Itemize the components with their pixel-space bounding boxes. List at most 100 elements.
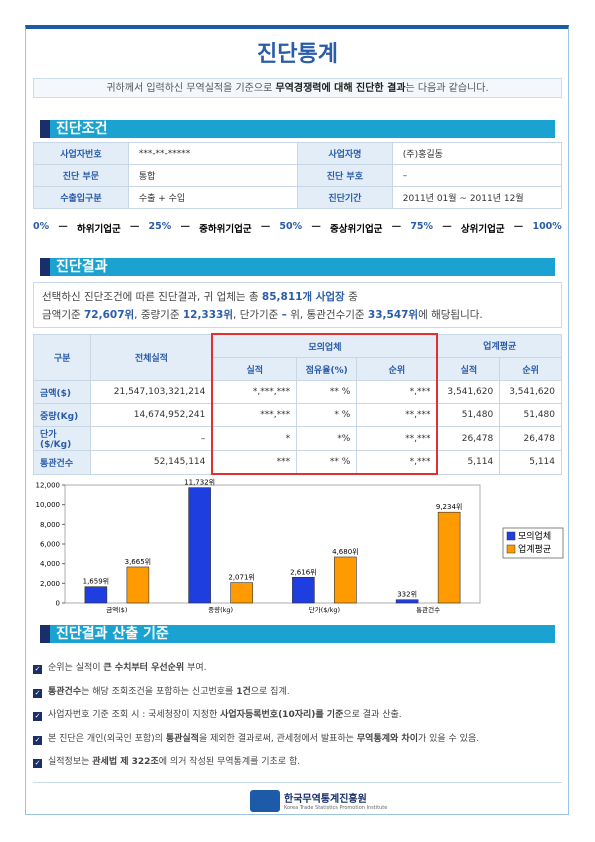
cell: **,*** (356, 403, 439, 427)
dash: — (311, 221, 321, 232)
cell: ** % (296, 450, 358, 475)
x-tick-label: 중량(kg) (208, 606, 233, 614)
text-segment: 는 해당 조회조건을 포함하는 신고번호를 (81, 686, 237, 697)
bar (437, 511, 461, 604)
cell: ***,*** (211, 403, 298, 427)
cell: 26,478 (436, 426, 501, 451)
row-label: 금액($) (32, 380, 92, 404)
header-cell: 순위 (356, 357, 439, 381)
value-label: 4,680위 (332, 548, 358, 556)
check-icon: ✓ (33, 759, 42, 768)
bar (334, 556, 357, 604)
scale-percent: 75% (410, 221, 434, 232)
text-segment: 큰 수치부터 우선순위 (103, 663, 185, 673)
section-heading: 진단결과 (40, 258, 555, 276)
summary-line: 선택하신 진단조건에 따른 진단결과, 귀 업체는 총 85,811개 사업장 … (42, 288, 553, 306)
cell: 5,114 (499, 450, 562, 475)
y-tick-label: 6,000 (40, 541, 60, 549)
value-label: 3,665위 (125, 558, 151, 566)
text-segment: 관세법 제 322조 (92, 757, 159, 767)
header-cell: 실적 (436, 357, 501, 381)
row: 진단 부문 통합 진단 부호 – (33, 164, 563, 187)
text-segment: 무역경쟁력에 대해 진단한 결과 (275, 83, 406, 94)
footer-org: 한국무역통계진흥원 (284, 794, 367, 805)
section-heading: 진단조건 (40, 120, 555, 138)
scale-percent: 0% (33, 221, 50, 232)
label-cell: 진단 부호 (296, 164, 393, 187)
cell: – (391, 164, 563, 187)
frame (25, 25, 569, 815)
text-segment: 순위는 실적이 (48, 663, 104, 673)
label-cell: 수출입구분 (33, 186, 129, 209)
bar (292, 576, 315, 604)
cell: *,***,*** (211, 380, 298, 404)
dash: — (58, 221, 68, 232)
criteria-item: ✓ 실적정보는 관세법 제 322조에 의거 작성된 무역통계를 기초로 함. (33, 754, 562, 778)
text-segment: 에 의거 작성된 무역통계를 기초로 함. (158, 757, 301, 767)
scale-percent: 100% (532, 221, 562, 232)
cell: 52,145,114 (90, 450, 213, 475)
value-label: 9,234위 (436, 503, 462, 511)
cell: 14,674,952,241 (90, 403, 213, 427)
text-segment: 사업자등록번호(10자리)를 기준 (220, 710, 344, 720)
cell: **,*** (356, 426, 439, 451)
cell: 51,480 (436, 403, 501, 427)
text-segment: – (281, 309, 287, 321)
text-segment: 에 해당됩니다. (418, 309, 483, 321)
value-label: 11,732위 (184, 479, 215, 487)
conditions-table: 사업자번호 ***-**-***** 사업자명 (주)홍길동 진단 부문 통합 진단 부호 –… (33, 142, 563, 209)
x-tick-label: 금액($) (106, 606, 127, 614)
text-segment: 금액기준 (42, 309, 84, 321)
cell: *** (211, 450, 298, 475)
y-tick-label: 8,000 (40, 521, 60, 529)
header-cell: 구분 (32, 333, 92, 381)
text-segment: 위, 통관건수기준 (286, 309, 368, 321)
cell: *,*** (356, 450, 439, 475)
text-segment: 통관실적 (165, 733, 199, 744)
legend-swatch (506, 531, 516, 541)
y-tick-label: 10,000 (36, 501, 61, 509)
row: 통관건수 52,145,114 *** ** % *,*** 5,114 5,114 (32, 450, 562, 475)
header-cell: 실적 (211, 357, 298, 381)
value-label: 2,071위 (228, 574, 254, 582)
text-segment: 가 있을 수 있음. (417, 733, 480, 744)
text-segment: 으로 집계. (250, 686, 290, 697)
header-cell: 전체실적 (90, 333, 213, 381)
text-segment: 는 다음과 같습니다. (405, 83, 489, 94)
cell: – (90, 426, 213, 451)
bar (84, 586, 108, 604)
legend-label: 모의업체 (518, 531, 551, 542)
text-segment: 귀하께서 입력하신 무역실적을 기준으로 (106, 83, 276, 94)
y-tick-label: 2,000 (40, 580, 60, 588)
scale-label: 중하위기업군 (199, 224, 252, 235)
scale-percent: 50% (279, 221, 303, 232)
bar (395, 599, 419, 604)
header-cell: 순위 (499, 357, 562, 381)
header-cell: 업계평균 (436, 333, 563, 358)
text-segment: 부여. (184, 663, 207, 673)
header-cell: 점유율(%) (296, 357, 358, 381)
dash: — (180, 221, 190, 232)
text-segment: 중 (344, 291, 358, 303)
check-icon: ✓ (33, 712, 42, 721)
result-table: 구분 전체실적 모의업체 업계평균 실적 점유율(%) 순위 실적 순위 금액($) 21,547,… (32, 333, 563, 475)
text-segment: 사업자번호 기준 조회 시 : 국세청장이 지정한 (48, 710, 221, 720)
value-label: 332위 (397, 591, 417, 599)
bar (188, 487, 211, 604)
value-label: 1,659위 (83, 578, 109, 586)
legend-label: 업계평균 (518, 543, 551, 555)
scale-label: 상위기업군 (460, 224, 505, 235)
scale-label: 중상위기업군 (330, 224, 383, 235)
cell: *% (296, 426, 358, 451)
text-segment: 무역통계와 차이 (356, 733, 418, 744)
dash: — (129, 221, 140, 232)
text-segment: 12,333위 (182, 309, 234, 321)
criteria-item: ✓ 본 진단은 개인(외국인 포함)의 통관실적을 제외한 결과로써, 관세청에서… (33, 731, 562, 755)
scale-label: 하위기업군 (76, 224, 121, 235)
criteria-list: ✓ 순위는 실적이 큰 수치부터 우선순위 부여. ✓ 통관건수는 해당 조회조건을 … (33, 660, 562, 778)
scale: 0% — 하위기업군 — 25% — 중하위기업군 — 50% — 중상위기업군 — 75% — 상위기업군… (33, 221, 562, 235)
cell: *,*** (356, 380, 439, 404)
summary: 선택하신 진단조건에 따른 진단결과, 귀 업체는 총 85,811개 사업장 … (33, 282, 562, 328)
criteria-item: ✓ 순위는 실적이 큰 수치부터 우선순위 부여. (33, 660, 562, 684)
